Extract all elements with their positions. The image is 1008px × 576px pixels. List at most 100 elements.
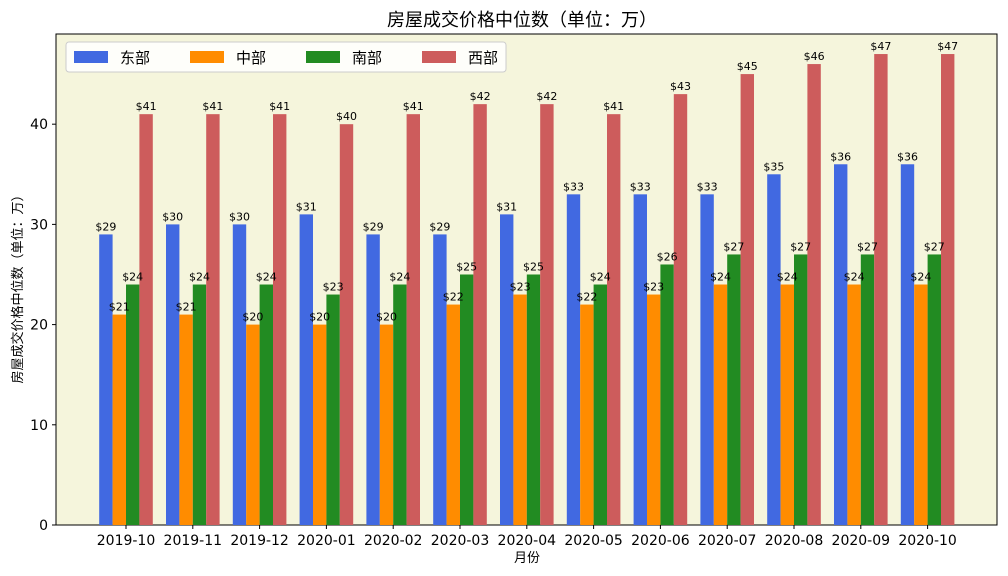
- data-label: $31: [296, 200, 317, 213]
- bar: [941, 54, 955, 525]
- data-label: $24: [710, 271, 731, 284]
- bar: [460, 274, 474, 525]
- bar: [473, 104, 487, 525]
- x-axis-label: 月份: [514, 551, 540, 566]
- bar: [232, 224, 247, 525]
- data-label: $41: [269, 100, 290, 113]
- bar: [807, 64, 821, 525]
- bar: [313, 324, 327, 525]
- data-label: $24: [590, 271, 611, 284]
- bar: [767, 174, 781, 526]
- data-label: $35: [763, 160, 784, 173]
- bar: [379, 324, 394, 525]
- data-label: $20: [242, 311, 263, 324]
- legend-label: 东部: [120, 49, 150, 67]
- data-label: $41: [603, 100, 624, 113]
- bar: [633, 194, 647, 525]
- bar: [446, 304, 460, 525]
- data-label: $41: [403, 100, 424, 113]
- x-tick-label: 2020-03: [431, 533, 490, 549]
- x-tick-label: 2020-08: [765, 533, 824, 549]
- bar: [540, 104, 554, 525]
- legend-label: 西部: [468, 49, 498, 67]
- legend-label: 南部: [352, 49, 382, 67]
- bar: [246, 324, 260, 525]
- x-tick-label: 2020-05: [564, 533, 623, 549]
- bar: [299, 214, 313, 525]
- data-label: $27: [857, 240, 878, 253]
- bar: [673, 94, 688, 526]
- data-label: $47: [870, 40, 891, 53]
- bar: [126, 284, 140, 525]
- data-label: $46: [804, 50, 825, 63]
- legend-label: 中部: [236, 49, 266, 67]
- bar: [339, 124, 354, 526]
- bar: [847, 284, 861, 525]
- data-label: $30: [162, 210, 183, 223]
- bar: [740, 74, 754, 525]
- data-label: $24: [910, 271, 931, 284]
- data-label: $30: [229, 210, 250, 223]
- data-label: $23: [510, 281, 531, 294]
- data-label: $33: [563, 180, 584, 193]
- bar: [526, 274, 541, 525]
- y-tick-label: 30: [30, 217, 48, 233]
- data-label: $24: [256, 271, 277, 284]
- bar: [273, 114, 287, 525]
- bar: [192, 284, 207, 525]
- bar: [166, 224, 180, 525]
- data-label: $24: [844, 271, 865, 284]
- legend-swatch: [190, 51, 224, 63]
- data-label: $23: [643, 281, 664, 294]
- x-tick-label: 2020-01: [297, 533, 356, 549]
- bar: [834, 164, 848, 525]
- bar: [860, 254, 875, 525]
- data-label: $23: [323, 281, 344, 294]
- data-label: $27: [790, 240, 811, 253]
- bar: [112, 314, 126, 525]
- data-label: $20: [376, 311, 397, 324]
- legend-swatch: [422, 51, 456, 63]
- x-tick-label: 2020-02: [364, 533, 423, 549]
- data-label: $36: [897, 150, 918, 163]
- bar: [259, 284, 273, 525]
- data-label: $20: [309, 311, 330, 324]
- data-label: $22: [443, 291, 464, 304]
- x-tick-label: 2019-11: [164, 533, 223, 549]
- data-label: $41: [202, 100, 223, 113]
- bar: [927, 254, 941, 525]
- x-tick-label: 2020-09: [832, 533, 891, 549]
- data-label: $29: [429, 220, 450, 233]
- data-label: $41: [136, 100, 157, 113]
- bar: [914, 284, 928, 525]
- bar: [593, 284, 607, 525]
- bar: [566, 194, 581, 525]
- bar: [393, 284, 407, 525]
- bar: [179, 314, 193, 525]
- data-label: $25: [456, 260, 477, 273]
- data-label: $43: [670, 80, 691, 93]
- y-tick-label: 20: [30, 318, 48, 334]
- legend-swatch: [306, 51, 340, 63]
- data-label: $42: [536, 90, 557, 103]
- bar: [326, 294, 340, 525]
- bar: [780, 284, 794, 525]
- bar: [433, 234, 447, 525]
- bars-layer: [99, 54, 955, 526]
- bar: [647, 294, 661, 525]
- data-label: $27: [924, 240, 945, 253]
- bar: [580, 304, 594, 525]
- data-label: $24: [189, 271, 210, 284]
- x-tick-label: 2019-12: [230, 533, 289, 549]
- data-label: $36: [830, 150, 851, 163]
- data-label: $25: [523, 260, 544, 273]
- y-tick-label: 40: [30, 117, 48, 133]
- bar: [713, 284, 728, 525]
- legend-box: [65, 41, 507, 73]
- bar: [513, 294, 527, 525]
- x-tick-label: 2020-07: [698, 533, 757, 549]
- data-label: $45: [737, 60, 758, 73]
- legend: 东部 中部 南部 西部: [65, 41, 507, 73]
- data-label: $24: [122, 271, 143, 284]
